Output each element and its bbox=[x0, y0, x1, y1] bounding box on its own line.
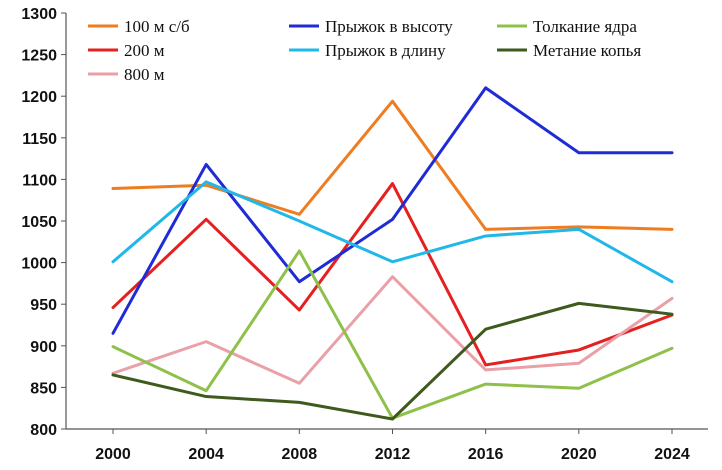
x-tick-label: 2000 bbox=[95, 446, 131, 463]
legend-label-3: 800 м bbox=[124, 65, 165, 84]
y-tick-label: 900 bbox=[30, 339, 57, 356]
y-axis-ticks: 800 850 900 950 1000 1050 1100 1150 1200 1250 1300 bbox=[21, 6, 66, 439]
series-lines bbox=[111, 86, 674, 421]
x-tick-label: 2016 bbox=[468, 446, 504, 463]
series-line-5 bbox=[111, 180, 674, 284]
x-axis-ticks: 2000 2004 2008 2012 2016 2020 2024 bbox=[95, 429, 690, 463]
y-tick-label: 800 bbox=[30, 422, 57, 439]
y-tick-label: 950 bbox=[30, 297, 57, 314]
y-tick-label: 1300 bbox=[21, 6, 57, 23]
y-tick-label: 1100 bbox=[22, 172, 57, 189]
y-tick-label: 1150 bbox=[22, 131, 57, 148]
legend-label-1: 100 м с/б bbox=[124, 17, 190, 36]
x-tick-label: 2004 bbox=[188, 446, 224, 463]
series-line-7 bbox=[111, 301, 674, 421]
y-tick-label: 1200 bbox=[21, 89, 57, 106]
legend-label-4: Прыжок в высоту bbox=[325, 17, 453, 36]
legend-label-7: Метание копья bbox=[533, 41, 641, 60]
x-tick-label: 2008 bbox=[282, 446, 318, 463]
legend: 100 м с/б 200 м 800 м Прыжок в высоту Прыжок… bbox=[88, 17, 641, 84]
y-tick-label: 1050 bbox=[21, 214, 57, 231]
legend-label-2: 200 м bbox=[124, 41, 165, 60]
x-tick-label: 2020 bbox=[561, 446, 597, 463]
series-line-1 bbox=[111, 99, 674, 231]
y-tick-label: 1250 bbox=[21, 48, 57, 65]
series-line-3 bbox=[111, 275, 674, 385]
series-line-2 bbox=[111, 182, 674, 367]
legend-label-6: Толкание ядра bbox=[533, 17, 637, 36]
y-tick-label: 850 bbox=[30, 380, 57, 397]
series-line-4 bbox=[111, 86, 674, 335]
y-tick-label: 1000 bbox=[21, 256, 57, 273]
x-tick-label: 2012 bbox=[375, 446, 411, 463]
x-tick-label: 2024 bbox=[654, 446, 690, 463]
legend-label-5: Прыжок в длину bbox=[325, 41, 446, 60]
